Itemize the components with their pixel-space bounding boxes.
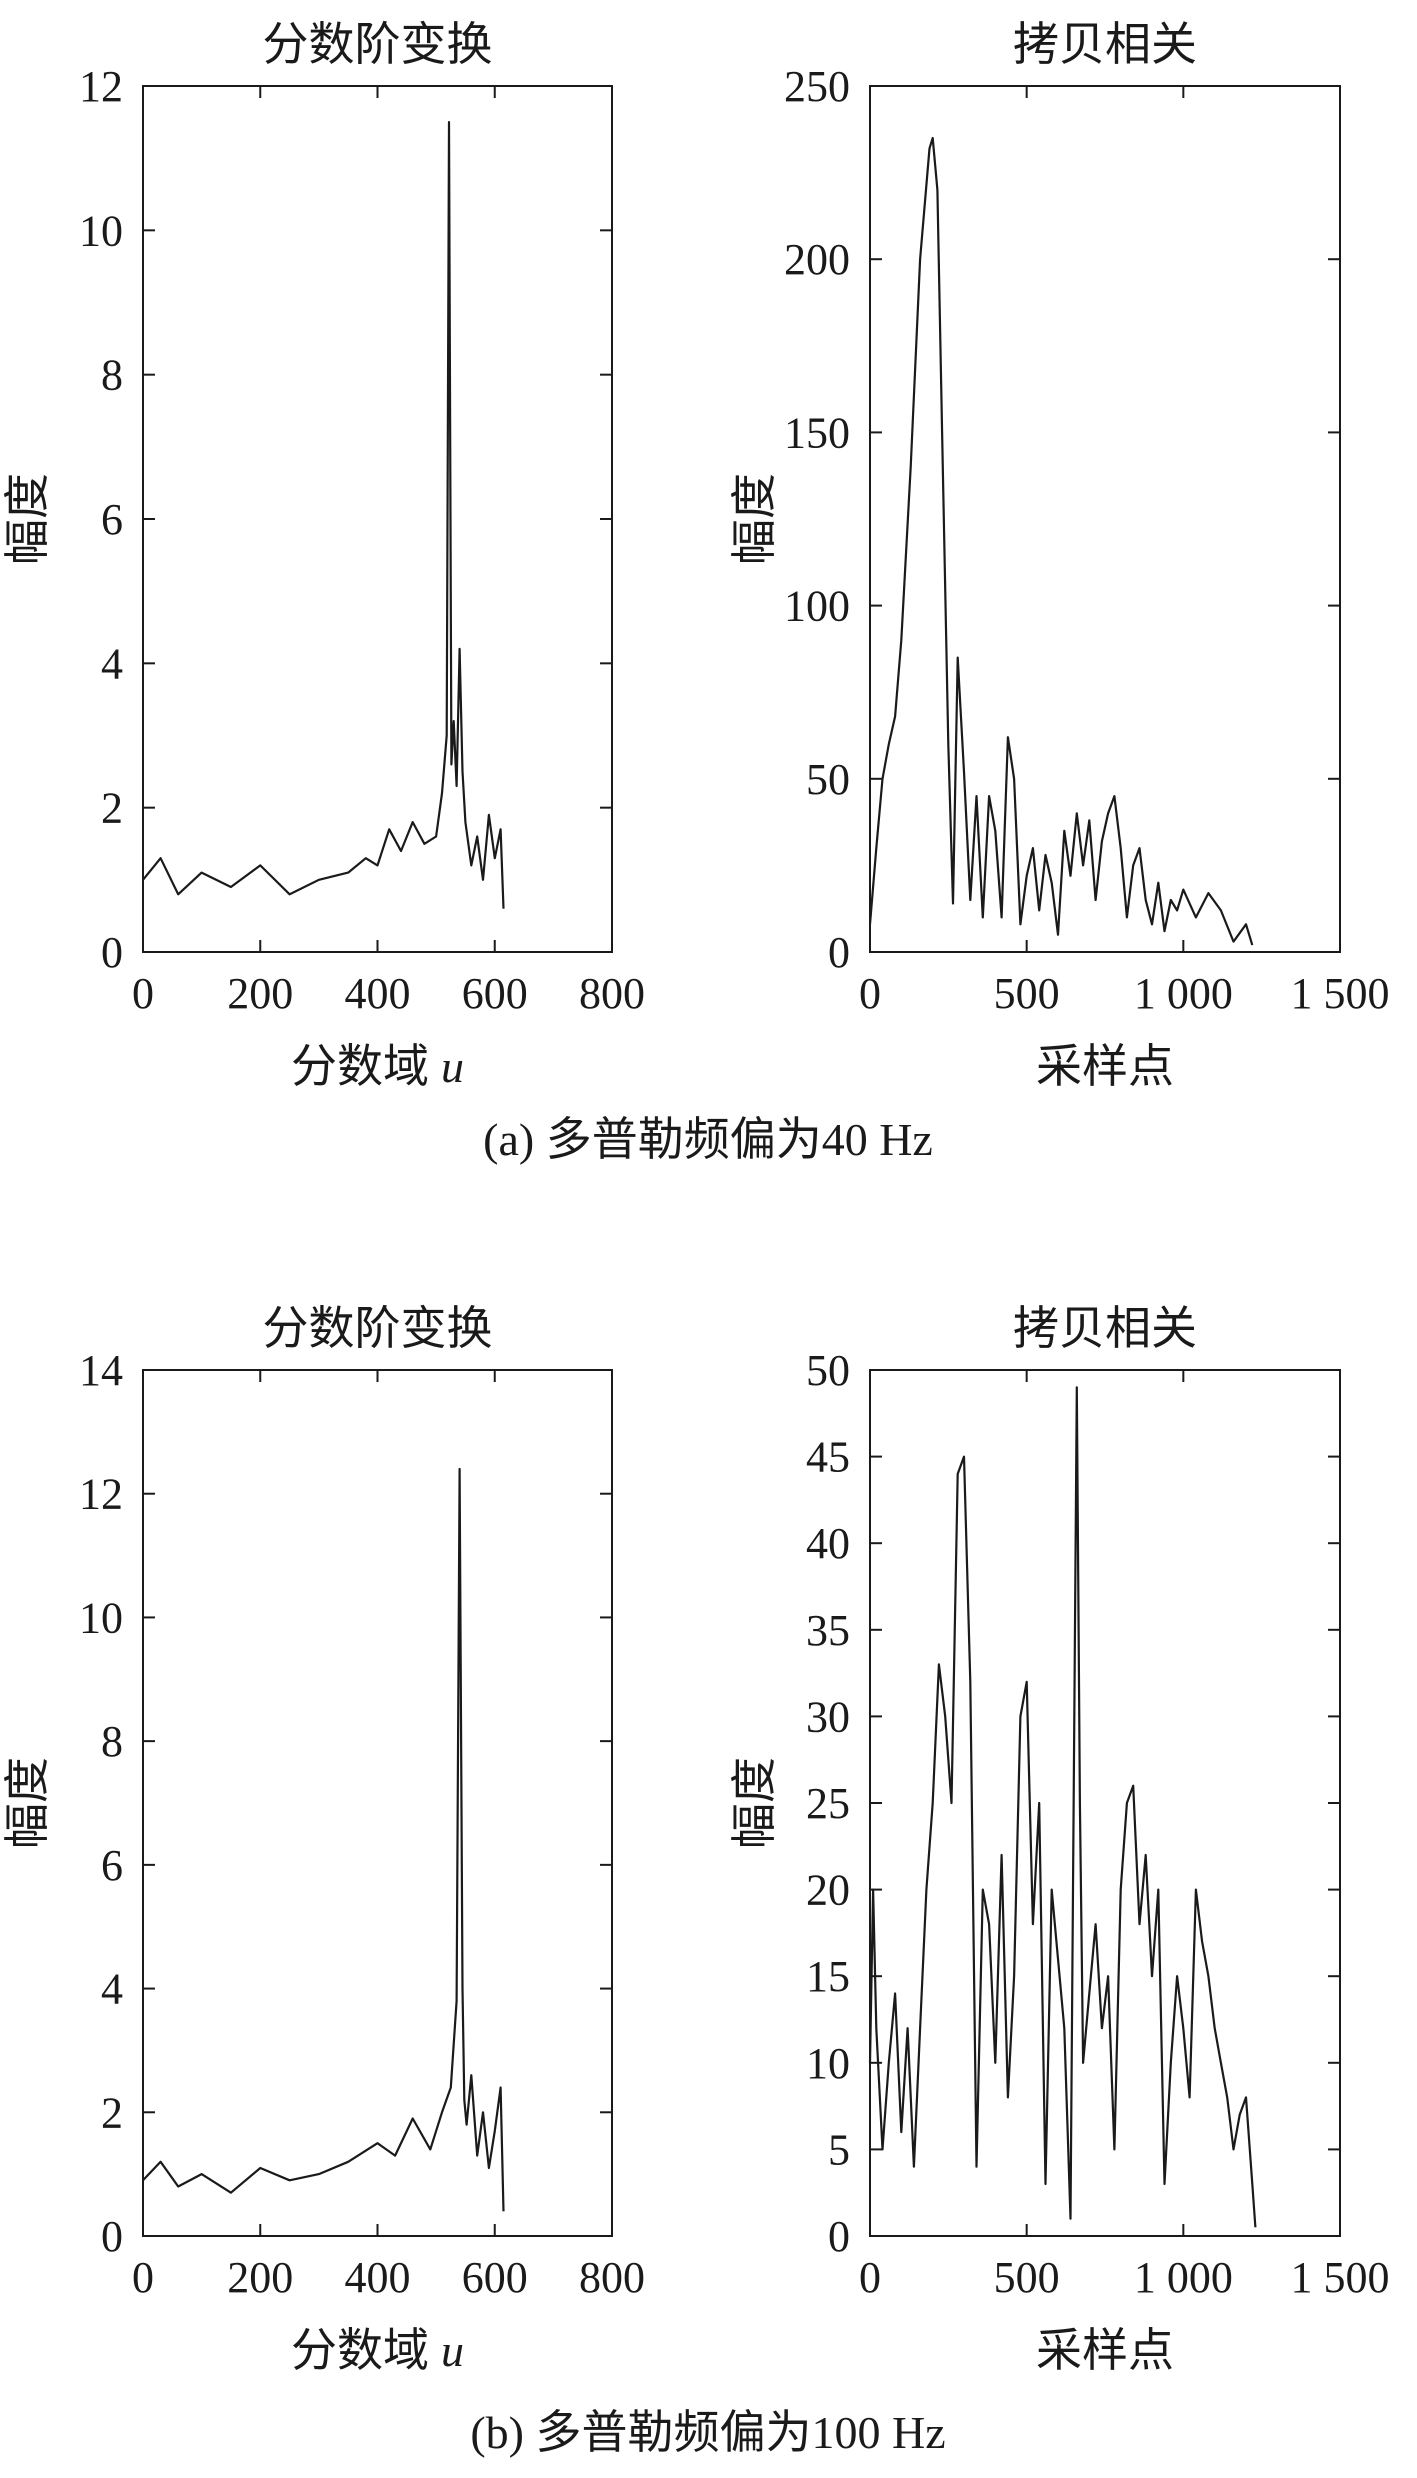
- y-tick-label: 12: [79, 62, 123, 111]
- x-axis-label-text: 采样点: [1036, 1041, 1174, 1092]
- x-tick-label: 1 000: [1134, 969, 1233, 1018]
- y-tick-label: 15: [806, 1952, 850, 2001]
- x-tick-label: 1 500: [1291, 969, 1390, 1018]
- y-axis-label: 幅度: [729, 473, 780, 565]
- y-tick-label: 4: [101, 639, 123, 688]
- y-tick-label: 14: [79, 1346, 123, 1395]
- y-tick-label: 200: [784, 235, 850, 284]
- x-tick-label: 500: [994, 2253, 1060, 2302]
- y-tick-label: 4: [101, 1965, 123, 2014]
- x-tick-label: 0: [859, 2253, 881, 2302]
- y-tick-label: 2: [101, 784, 123, 833]
- y-tick-label: 10: [806, 2039, 850, 2088]
- y-axis-label: 幅度: [2, 1757, 53, 1849]
- y-axis-label: 幅度: [729, 1757, 780, 1849]
- y-tick-label: 250: [784, 62, 850, 111]
- x-tick-label: 0: [859, 969, 881, 1018]
- x-axis-label: 采样点: [1036, 1041, 1174, 1092]
- x-tick-label: 600: [462, 2253, 528, 2302]
- y-tick-label: 35: [806, 1606, 850, 1655]
- x-tick-label: 1 500: [1291, 2253, 1390, 2302]
- y-tick-label: 45: [806, 1433, 850, 1482]
- x-tick-label: 200: [227, 2253, 293, 2302]
- x-tick-label: 0: [132, 969, 154, 1018]
- y-tick-label: 20: [806, 1866, 850, 1915]
- y-tick-label: 6: [101, 495, 123, 544]
- x-tick-label: 0: [132, 2253, 154, 2302]
- plot-frame: [869, 85, 1341, 953]
- y-tick-label: 8: [101, 351, 123, 400]
- series-line-a2-0: [868, 136, 1254, 946]
- x-axis-label-variable: u: [441, 2325, 464, 2376]
- x-axis-label-variable: u: [441, 1041, 464, 1092]
- x-tick-label: 500: [994, 969, 1060, 1018]
- x-axis-label: 分数域 u: [291, 2325, 464, 2376]
- y-tick-label: 0: [828, 928, 850, 977]
- y-tick-label: 12: [79, 1470, 123, 1519]
- chart-panel-b2: 拷贝相关 0 500 1 000 1 500 0 5 10 15 20 25 30 35 40 45 50 幅度…: [729, 1303, 1390, 2376]
- x-tick-label: 600: [462, 969, 528, 1018]
- y-tick-label: 0: [828, 2212, 850, 2261]
- y-tick-label: 50: [806, 1346, 850, 1395]
- plot-frame: [142, 85, 613, 953]
- chart-title: 分数阶变换: [263, 19, 493, 70]
- y-tick-label: 5: [828, 2125, 850, 2174]
- x-tick-label: 800: [579, 2253, 645, 2302]
- x-tick-label: 200: [227, 969, 293, 1018]
- y-tick-label: 2: [101, 2088, 123, 2137]
- y-tick-label: 0: [101, 2212, 123, 2261]
- chart-title: 拷贝相关: [1013, 1303, 1197, 1354]
- x-axis-label: 分数域 u: [291, 1041, 464, 1092]
- chart-title: 分数阶变换: [263, 1303, 493, 1354]
- y-tick-label: 150: [784, 408, 850, 457]
- x-axis-label: 采样点: [1036, 2325, 1174, 2376]
- y-tick-label: 10: [79, 1593, 123, 1642]
- x-axis-label-text: 采样点: [1036, 2325, 1174, 2376]
- figure-caption: (a) 多普勒频偏为40 Hz: [483, 1114, 933, 1165]
- x-tick-label: 400: [345, 2253, 411, 2302]
- y-tick-label: 10: [79, 206, 123, 255]
- y-axis-label: 幅度: [2, 473, 53, 565]
- series-line-b1-0: [142, 1467, 505, 2212]
- plot-frame: [142, 1369, 613, 2237]
- chart-title: 拷贝相关: [1013, 19, 1197, 70]
- y-tick-label: 6: [101, 1841, 123, 1890]
- x-tick-label: 400: [345, 969, 411, 1018]
- y-tick-label: 40: [806, 1519, 850, 1568]
- y-tick-label: 30: [806, 1692, 850, 1741]
- x-axis-label-text: 分数域: [291, 1041, 429, 1092]
- plot-frame: [869, 1369, 1341, 2237]
- figure-caption: (b) 多普勒频偏为100 Hz: [470, 2407, 945, 2458]
- x-axis-label-text: 分数域: [291, 2325, 429, 2376]
- series-line-b2-0: [868, 1386, 1257, 2228]
- y-tick-label: 0: [101, 928, 123, 977]
- y-tick-label: 50: [806, 755, 850, 804]
- y-tick-label: 8: [101, 1717, 123, 1766]
- x-tick-label: 1 000: [1134, 2253, 1233, 2302]
- y-tick-label: 25: [806, 1779, 850, 1828]
- y-tick-label: 100: [784, 582, 850, 631]
- series-line-a1-0: [142, 120, 505, 909]
- x-tick-label: 800: [579, 969, 645, 1018]
